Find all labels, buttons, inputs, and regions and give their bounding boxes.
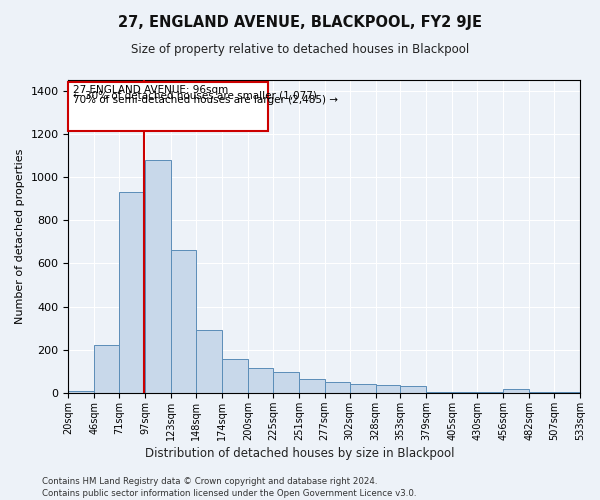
Bar xyxy=(376,386,400,393)
Text: Contains public sector information licensed under the Open Government Licence v3: Contains public sector information licen… xyxy=(42,489,416,498)
Text: Size of property relative to detached houses in Blackpool: Size of property relative to detached ho… xyxy=(131,42,469,56)
Bar xyxy=(119,192,145,393)
Bar xyxy=(68,390,94,393)
Bar xyxy=(400,386,427,393)
Bar xyxy=(171,250,196,393)
Bar xyxy=(325,382,350,393)
FancyBboxPatch shape xyxy=(68,82,268,130)
Text: Distribution of detached houses by size in Blackpool: Distribution of detached houses by size … xyxy=(145,448,455,460)
Bar xyxy=(248,368,273,393)
Text: ← 30% of detached houses are smaller (1,077): ← 30% of detached houses are smaller (1,… xyxy=(73,90,317,101)
Bar xyxy=(452,392,477,393)
Bar xyxy=(145,160,171,393)
Bar xyxy=(299,379,325,393)
Text: 27, ENGLAND AVENUE, BLACKPOOL, FY2 9JE: 27, ENGLAND AVENUE, BLACKPOOL, FY2 9JE xyxy=(118,15,482,30)
Bar xyxy=(529,392,554,393)
Y-axis label: Number of detached properties: Number of detached properties xyxy=(15,148,25,324)
Bar xyxy=(350,384,376,393)
Bar xyxy=(477,392,503,393)
Bar xyxy=(503,388,529,393)
Text: 70% of semi-detached houses are larger (2,485) →: 70% of semi-detached houses are larger (… xyxy=(73,96,338,106)
Bar xyxy=(273,372,299,393)
Bar xyxy=(196,330,222,393)
Text: Contains HM Land Registry data © Crown copyright and database right 2024.: Contains HM Land Registry data © Crown c… xyxy=(42,478,377,486)
Bar xyxy=(94,346,119,393)
Bar xyxy=(427,392,452,393)
Bar xyxy=(222,360,248,393)
Text: 27 ENGLAND AVENUE: 96sqm: 27 ENGLAND AVENUE: 96sqm xyxy=(73,86,229,96)
